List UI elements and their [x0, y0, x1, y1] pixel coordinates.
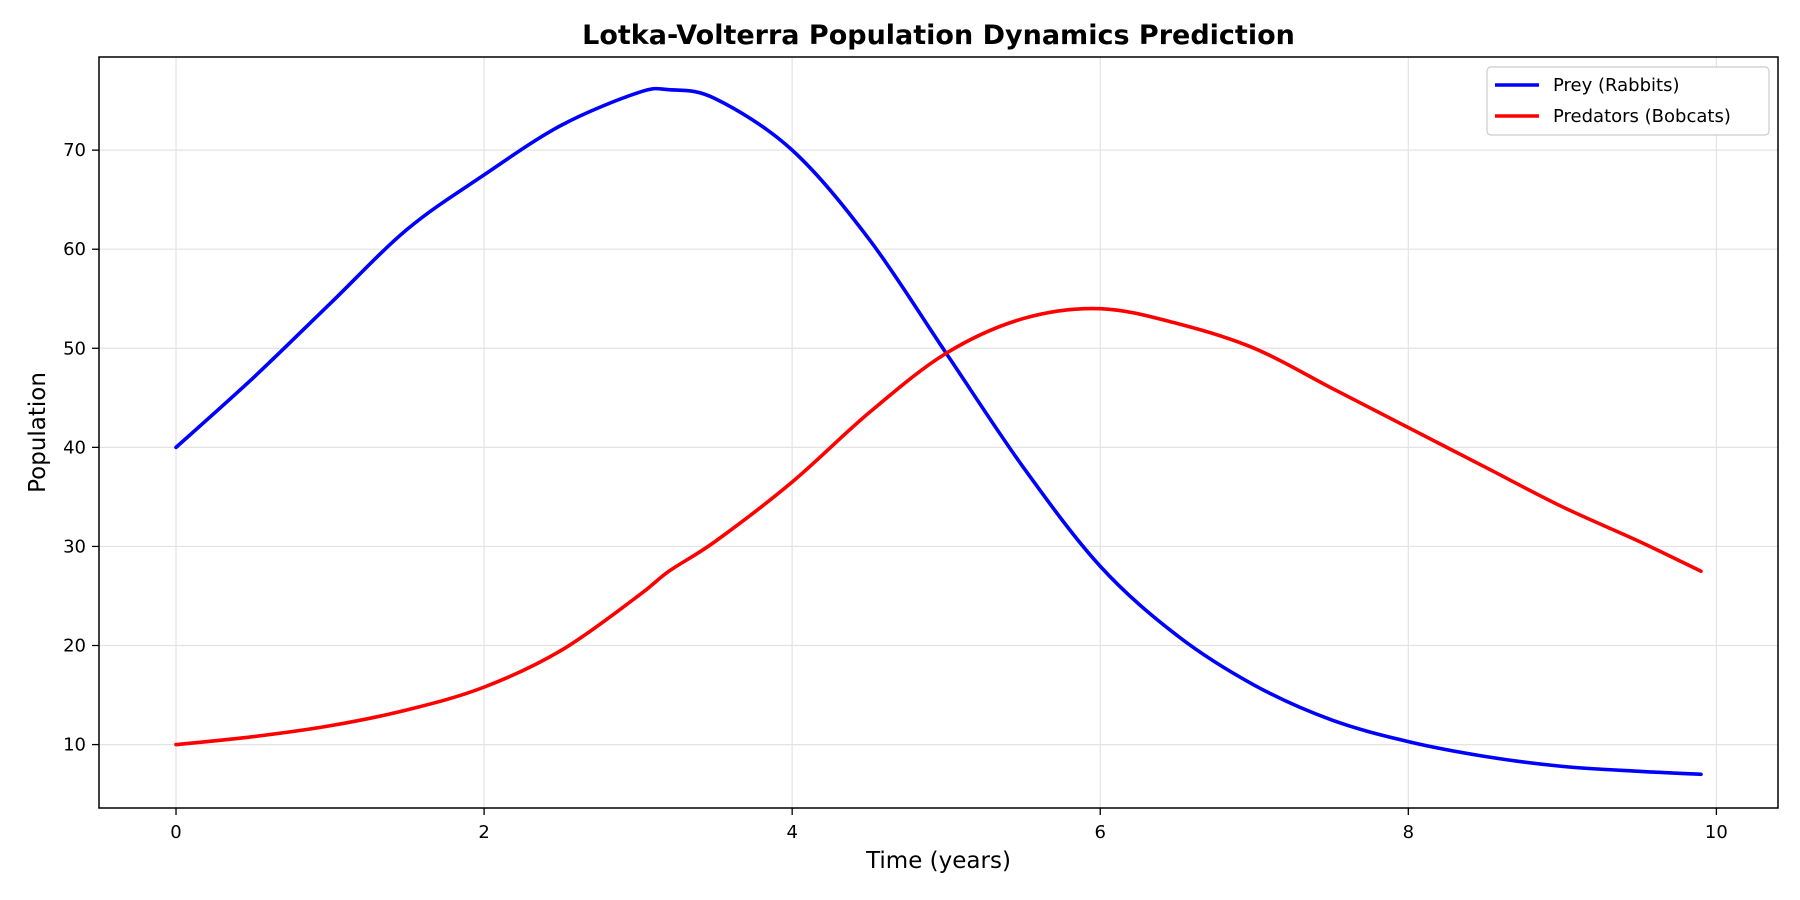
grid: [99, 57, 1778, 808]
series-line-prey: [174, 86, 1703, 777]
legend: Prey (Rabbits) Predators (Bobcats): [1486, 66, 1770, 136]
x-tick-label: 8: [1403, 822, 1414, 843]
plot-frame: [98, 56, 1779, 809]
y-axis-label: Population: [25, 372, 51, 493]
y-tick-label: 30: [63, 536, 86, 557]
y-tick-label: 40: [63, 437, 86, 458]
chart-title: Lotka-Volterra Population Dynamics Predi…: [582, 20, 1295, 51]
x-tick-label: 6: [1095, 822, 1106, 843]
axes-ticks: 0 2 4 6 8 10 10 20 30 40 50 60 70: [63, 140, 1728, 843]
x-tick-label: 0: [170, 822, 181, 843]
legend-label-prey: Prey (Rabbits): [1553, 75, 1679, 96]
x-axis-label: Time (years): [865, 848, 1011, 874]
series-group: [174, 86, 1703, 777]
x-tick-label: 2: [478, 822, 489, 843]
y-tick-label: 50: [63, 338, 86, 359]
y-tick-label: 60: [63, 239, 86, 260]
x-tick-label: 4: [786, 822, 797, 843]
y-tick-label: 20: [63, 636, 86, 657]
y-tick-label: 70: [63, 140, 86, 161]
x-tick-label: 10: [1705, 822, 1728, 843]
legend-label-predators: Predators (Bobcats): [1553, 106, 1731, 127]
legend-box: [1486, 66, 1770, 136]
y-tick-label: 10: [63, 735, 86, 756]
series-line-predators: [174, 306, 1703, 747]
